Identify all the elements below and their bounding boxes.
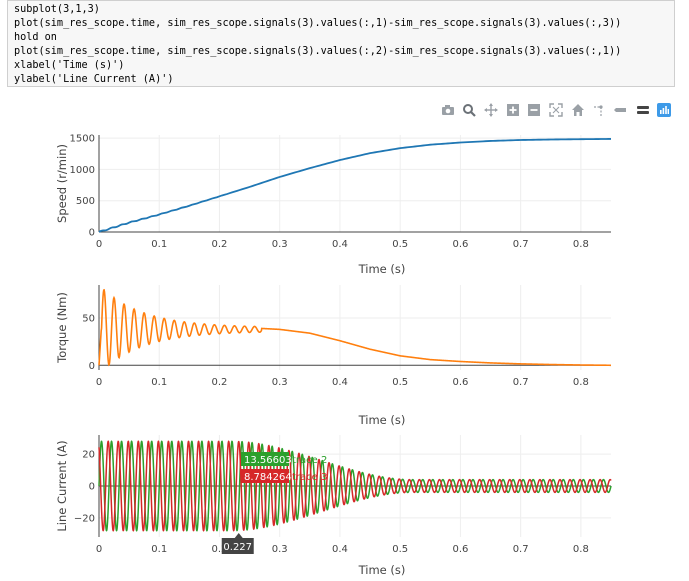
x-tick-label: 0.8 xyxy=(573,239,589,250)
x-tick-label: 0.7 xyxy=(513,239,529,250)
code-line: plot(sim_res_scope.time, sim_res_scope.s… xyxy=(14,46,622,57)
y-tick-label: 20 xyxy=(82,450,95,461)
x-hover-box xyxy=(221,538,254,554)
code-line: ylabel('Line Current (A)') xyxy=(14,74,174,85)
x-tick-label: 0 xyxy=(96,239,102,250)
x-hover-value: 0.227 xyxy=(223,542,252,553)
zoom-out-icon[interactable] xyxy=(527,101,543,119)
speed-series-line[interactable] xyxy=(98,138,612,233)
zoom-in-icon[interactable] xyxy=(505,101,521,119)
zoom-icon[interactable] xyxy=(462,101,478,119)
x-hover-pointer xyxy=(234,533,243,538)
x-tick-label: 0 xyxy=(96,544,102,555)
x-tick-label: 0.5 xyxy=(392,239,408,250)
x-tick-label: 0.6 xyxy=(452,239,468,250)
x-tick-label: 0.2 xyxy=(212,544,228,555)
y-tick-label: 0 xyxy=(89,482,95,493)
x-tick-label: 0.6 xyxy=(452,544,468,555)
trace3-series-line[interactable] xyxy=(98,440,612,532)
hover-tooltip: 13.56603 trace 28.784264 trace 3 0.227 xyxy=(221,452,327,554)
x-tick-label: 0.1 xyxy=(151,377,167,388)
x-tick-label: 0 xyxy=(96,377,102,388)
torque-series-line[interactable] xyxy=(98,288,612,367)
x-tick-label: 0.3 xyxy=(272,377,288,388)
x-tick-label: 0.8 xyxy=(573,544,589,555)
x-tick-label: 0.8 xyxy=(573,377,589,388)
x-tick-label: 0.3 xyxy=(272,544,288,555)
subplot-axes: 0 0.1 0.2 0.3 0.4 0.5 0.6 0.7 0.8 −20 0 20 Time (s) L… xyxy=(55,435,611,577)
trace3-hover-name: trace 3 xyxy=(292,472,327,483)
trace2-hover-box xyxy=(241,452,289,466)
x-tick-label: 0.5 xyxy=(392,544,408,555)
autoscale-icon[interactable] xyxy=(548,101,564,119)
x-axis-title: Time (s) xyxy=(358,413,406,427)
x-axis-title: Time (s) xyxy=(358,262,406,276)
y-tick-label: 0 xyxy=(89,228,95,239)
spike-lines-icon[interactable] xyxy=(591,101,607,119)
pan-icon[interactable] xyxy=(483,101,499,119)
x-tick-label: 0.7 xyxy=(513,544,529,555)
plotly-logo-icon[interactable] xyxy=(656,101,672,119)
x-tick-label: 0.2 xyxy=(212,239,228,250)
x-tick-label: 0.4 xyxy=(332,377,348,388)
y-tick-label: 500 xyxy=(76,196,95,207)
camera-icon[interactable] xyxy=(440,101,456,119)
y-tick-label: 1500 xyxy=(70,134,95,145)
x-tick-label: 0.2 xyxy=(212,377,228,388)
subplot-axes: 0 0.1 0.2 0.3 0.4 0.5 0.6 0.7 0.8 0 50 Time (s) Torq… xyxy=(55,285,611,427)
home-icon[interactable] xyxy=(570,101,586,119)
x-tick-label: 0.3 xyxy=(272,239,288,250)
trace2-hover-value: 13.56603 xyxy=(244,455,292,466)
code-cell[interactable]: subplot(3,1,3) plot(sim_res_scope.time, … xyxy=(7,0,675,87)
y-tick-label: −20 xyxy=(74,513,95,524)
trace3-hover-box xyxy=(241,469,289,483)
y-axis-title: Torque (Nm) xyxy=(55,292,69,364)
code-line: subplot(3,1,3) xyxy=(14,4,100,15)
y-tick-label: 1000 xyxy=(70,165,95,176)
x-tick-label: 0.7 xyxy=(513,377,529,388)
code-line: xlabel('Time (s)') xyxy=(14,60,125,71)
trace2-series-line[interactable] xyxy=(98,440,612,532)
x-tick-label: 0.6 xyxy=(452,377,468,388)
x-tick-label: 0.4 xyxy=(332,544,348,555)
y-axis-title: Speed (r/min) xyxy=(55,144,69,223)
hover-closest-icon[interactable] xyxy=(613,101,629,119)
x-tick-label: 0.5 xyxy=(392,377,408,388)
subplot-axes: 0 0.1 0.2 0.3 0.4 0.5 0.6 0.7 0.8 0 500 1000 1500 Tim… xyxy=(55,134,611,276)
code-line: plot(sim_res_scope.time, sim_res_scope.s… xyxy=(14,18,622,29)
hover-compare-icon[interactable] xyxy=(635,101,651,119)
x-axis-title: Time (s) xyxy=(358,563,406,577)
y-axis-title: Line Current (A) xyxy=(55,440,69,531)
plot-modebar xyxy=(440,100,672,120)
x-tick-label: 0.4 xyxy=(332,239,348,250)
x-tick-label: 0.1 xyxy=(151,239,167,250)
y-tick-label: 0 xyxy=(89,361,95,372)
code-line: hold on xyxy=(14,32,57,43)
trace2-hover-name: trace 2 xyxy=(292,455,327,466)
x-tick-label: 0.1 xyxy=(151,544,167,555)
trace3-hover-value: 8.784264 xyxy=(244,472,292,483)
y-tick-label: 50 xyxy=(82,314,95,325)
